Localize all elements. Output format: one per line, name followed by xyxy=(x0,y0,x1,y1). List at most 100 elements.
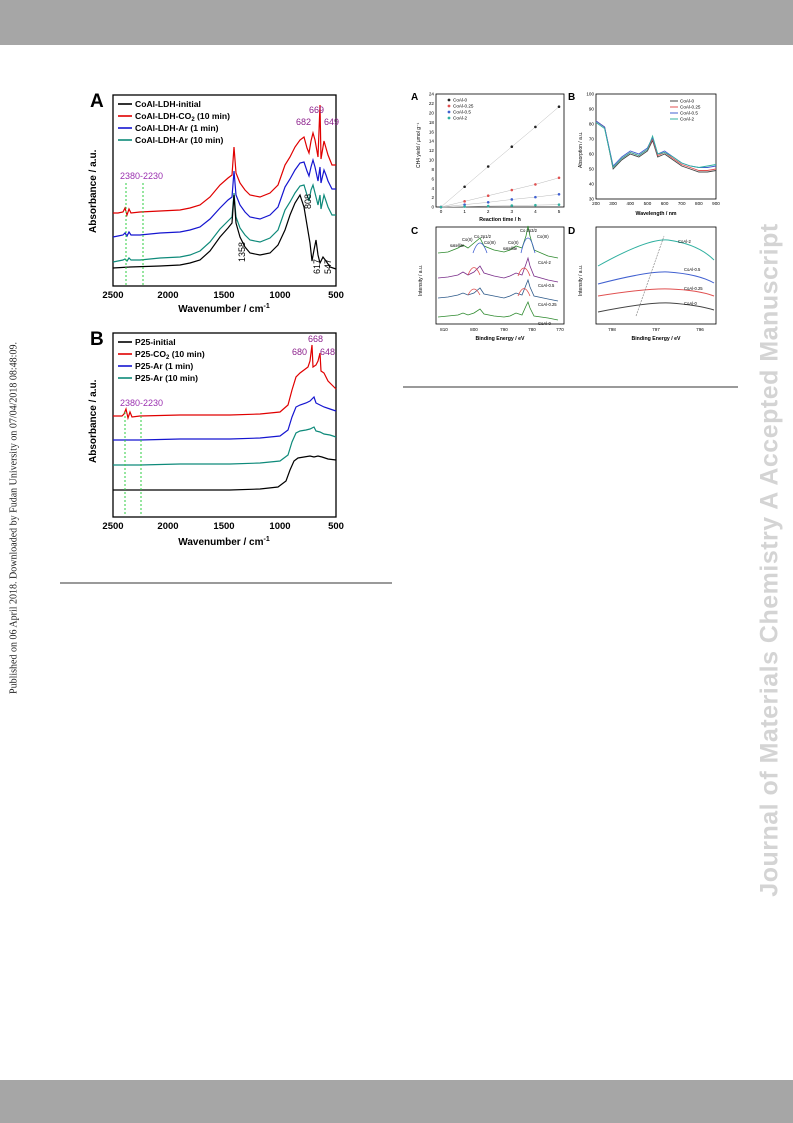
bottom-footer-bar xyxy=(0,1080,793,1123)
panel-rc-xticks: 810 800 790 780 770 xyxy=(440,327,564,332)
panel-ra-legend: CoAl-0 CoAl-0.25 CoAl-0.5 CoAl-2 xyxy=(447,98,474,121)
legend-b-text-3: P25-Ar (10 min) xyxy=(135,373,198,383)
panel-rc-annotations: Co 2p3/2 Co 2p1/2 Co(II) Co(III) satelli… xyxy=(450,228,549,251)
xtick-a-3: 1000 xyxy=(269,290,290,301)
legend-rb-text-2: CoAl-0.5 xyxy=(680,111,698,116)
download-note-text: Published on 06 April 2018. Downloaded b… xyxy=(8,342,20,694)
ra-fit-line-1 xyxy=(440,177,560,208)
rd-xtick-0: 798 xyxy=(608,327,616,332)
panel-ra-xticks: 0 1 2 3 4 5 xyxy=(440,209,561,214)
ra-point-2-3 xyxy=(510,198,514,201)
ra-ytick-9: 18 xyxy=(429,120,435,125)
panel-rb-yticks: 30 40 50 60 70 80 90 100 xyxy=(586,92,594,202)
panel-rd-curve-labels: CoAl-2 CoAl-0.5 CoAl-0.25 CoAl-0 xyxy=(678,239,703,306)
rc-annot-coii-left: Co(II) xyxy=(462,237,473,242)
xps-rc-coal0 xyxy=(437,300,559,321)
rb-xtick-5: 700 xyxy=(678,201,686,206)
rd-label-coal025: CoAl-0.25 xyxy=(684,286,703,291)
legend-ra-text-0: CoAl-0 xyxy=(453,98,467,103)
ra-point-3-1 xyxy=(463,205,466,208)
ra-point-0-3 xyxy=(510,145,514,149)
legend-a-text-1-time: (10 min) xyxy=(195,111,230,121)
rb-xtick-4: 600 xyxy=(661,201,669,206)
rb-xtick-3: 500 xyxy=(644,201,652,206)
xps-rc-coal2 xyxy=(437,225,559,259)
peak-a-1358: 1358 xyxy=(237,242,247,262)
xtick-b-0: 2500 xyxy=(102,521,123,532)
xlabel-rc: Binding Energy / eV xyxy=(475,336,525,342)
peak-a-682: 682 xyxy=(296,117,311,127)
panel-rd-xps-zoom: D CoAl-2 CoAl-0.5 CoAl-0.25 CoAl-0 798 7… xyxy=(568,226,717,342)
panel-b-ftir: B P25-initial P25-CO2 (10 min) P25-Ar (1… xyxy=(88,329,344,548)
ra-xtick-3: 3 xyxy=(511,209,514,214)
rc-xtick-4: 770 xyxy=(556,327,564,332)
rb-xtick-1: 300 xyxy=(609,201,617,206)
panel-rb-frame xyxy=(595,93,717,200)
legend-b-text-0: P25-initial xyxy=(135,337,176,347)
rb-xtick-0: 200 xyxy=(592,201,600,206)
panel-rd-frame xyxy=(595,226,717,325)
figure-ftir: A CoAl-LDH-initial CoAl-LDH-CO2 (10 min)… xyxy=(80,85,350,550)
rb-ytick-0: 30 xyxy=(589,197,595,202)
legend-rb-text-3: CoAl-2 xyxy=(680,117,694,122)
xtick-a-4: 500 xyxy=(328,290,344,301)
peak-a-547: 547 xyxy=(323,259,333,274)
spectrum-a-ar1 xyxy=(112,157,336,238)
ra-ytick-5: 10 xyxy=(429,158,435,163)
rb-ytick-7: 100 xyxy=(586,92,594,97)
peak-b-680: 680 xyxy=(292,347,307,357)
ra-ytick-12: 24 xyxy=(429,92,435,97)
rd-xtick-1: 797 xyxy=(652,327,660,332)
rb-xtick-7: 900 xyxy=(712,201,720,206)
rb-ytick-3: 60 xyxy=(589,152,595,157)
rb-xtick-2: 400 xyxy=(626,201,634,206)
ra-ytick-11: 22 xyxy=(429,101,435,106)
spectrum-b-ar10 xyxy=(113,426,337,466)
watermark-text: Journal of Materials Chemistry A Accepte… xyxy=(755,223,784,897)
panel-rc-xps: C Co 2p3/2 Co 2p1/2 Co(II) Co(III) satel… xyxy=(411,225,565,342)
xps-rd-coal025 xyxy=(597,288,715,297)
spectrum-a-co2 xyxy=(113,104,336,218)
legend-a-text-3: CoAl-LDH-Ar (10 min) xyxy=(135,135,223,145)
panel-rb-label: B xyxy=(568,92,575,103)
panel-rb-xticks: 200 300 400 500 600 700 800 900 xyxy=(592,201,720,206)
figure-ftir-svg: A CoAl-LDH-initial CoAl-LDH-CO2 (10 min)… xyxy=(88,91,344,548)
rd-shift-guide xyxy=(635,235,665,317)
panel-a-frame xyxy=(112,94,337,287)
ra-xtick-5: 5 xyxy=(558,209,561,214)
rb-ytick-1: 40 xyxy=(589,182,595,187)
rb-ytick-2: 50 xyxy=(589,167,595,172)
ylabel-rc: Intensity / a.u. xyxy=(418,265,424,296)
ra-point-3-3 xyxy=(510,204,514,207)
rd-xtick-2: 796 xyxy=(696,327,704,332)
rb-xtick-6: 800 xyxy=(695,201,703,206)
legend-ra-text-1: CoAl-0.25 xyxy=(453,104,474,109)
peak-a-669: 669 xyxy=(309,105,324,115)
legend-ra-mark-3 xyxy=(447,116,451,120)
xlabel-b-main: Wavenumber / cm xyxy=(178,537,263,548)
rc-xtick-3: 780 xyxy=(528,327,536,332)
rc-label-coal0: CoAl-0 xyxy=(538,321,551,326)
ra-fit-line-0 xyxy=(440,106,560,208)
xps-rd-coal05 xyxy=(597,271,715,285)
rc-xtick-1: 800 xyxy=(470,327,478,332)
rb-ytick-5: 80 xyxy=(589,122,595,127)
ra-point-3-2 xyxy=(486,204,490,208)
ra-point-1-5 xyxy=(557,176,561,180)
panel-a-ftir: A CoAl-LDH-initial CoAl-LDH-CO2 (10 min)… xyxy=(88,91,344,315)
legend-a-text-2: CoAl-LDH-Ar (1 min) xyxy=(135,123,219,133)
panel-rd-label: D xyxy=(568,226,575,237)
top-header-bar xyxy=(0,0,793,45)
rb-series-line-2 xyxy=(595,120,717,168)
rc-label-coal05: CoAl-0.5 xyxy=(538,283,555,288)
ra-point-2-5 xyxy=(557,192,561,196)
legend-b-text-1-time: (10 min) xyxy=(169,349,204,359)
rc-annot-satellite-right: satellite xyxy=(503,246,518,251)
legend-a-text-1: CoAl-LDH-CO2 (10 min) xyxy=(135,111,230,123)
xtick-b-1: 2000 xyxy=(157,521,178,532)
right-column-rule xyxy=(403,386,738,388)
ra-ytick-0: 0 xyxy=(431,205,434,210)
ra-point-2-1 xyxy=(463,203,466,206)
rc-annot-coiii-right: Co(III) xyxy=(537,234,549,239)
